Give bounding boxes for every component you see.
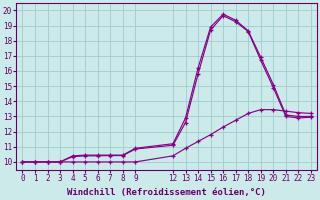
X-axis label: Windchill (Refroidissement éolien,°C): Windchill (Refroidissement éolien,°C) (67, 188, 266, 197)
